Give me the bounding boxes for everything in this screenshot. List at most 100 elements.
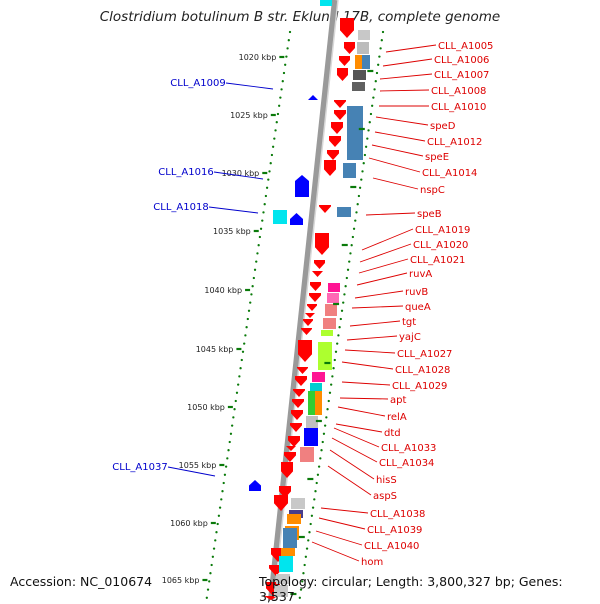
label-leader: [346, 335, 398, 341]
reverse-gene-arrow: [319, 205, 331, 213]
tick-dot: [378, 55, 381, 58]
reverse-gene-arrow: [309, 293, 321, 302]
reverse-gene-label: speD: [430, 121, 456, 132]
tick-dot: [336, 342, 339, 345]
tick-dot: [349, 252, 352, 255]
tick-dot: [310, 514, 314, 517]
forward-gene-arrow: [290, 213, 303, 225]
tick-dot: [327, 399, 330, 403]
cog-block: [312, 372, 325, 382]
label-leader: [339, 397, 389, 400]
tick-dot: [262, 211, 265, 214]
cog-block: [291, 498, 305, 509]
forward-gene-arrow: [249, 480, 261, 491]
tick-dot: [230, 424, 234, 427]
reverse-gene-arrow: [305, 313, 315, 318]
tick-dot: [374, 80, 377, 83]
reverse-gene-arrow: [339, 56, 350, 66]
tick-dot: [278, 104, 281, 107]
cog-block: [358, 30, 370, 40]
reverse-gene-label: CLL_A1038: [370, 509, 425, 520]
tick-dot: [244, 334, 247, 337]
tick-dot: [358, 186, 362, 189]
tick-dot: [221, 490, 224, 493]
scale-label: 1050 kbp: [187, 403, 225, 412]
tick-dot: [307, 539, 310, 542]
tick-dot: [352, 227, 356, 230]
tick-dot: [313, 498, 316, 501]
tick-dot: [381, 30, 385, 34]
cog-block: [279, 556, 293, 572]
reverse-gene-arrow: [324, 160, 336, 176]
tick-dot: [234, 399, 237, 403]
label-leader: [344, 349, 396, 354]
tick-dot: [223, 473, 227, 476]
reverse-gene-label: speB: [417, 209, 442, 220]
tick-dot: [208, 580, 211, 583]
cog-block: [287, 514, 301, 524]
tick-dot: [240, 358, 243, 362]
tick-dot: [232, 416, 235, 419]
tick-dot: [255, 260, 258, 263]
label-leader: [331, 437, 378, 463]
scale-label: 1035 kbp: [213, 227, 251, 236]
tick-dot: [224, 465, 228, 468]
label-leader: [225, 82, 274, 90]
reverse-gene-label: ruvB: [405, 287, 428, 298]
forward-gene-arrow: [308, 95, 318, 100]
label-leader: [379, 89, 430, 92]
label-leader: [361, 228, 414, 251]
label-leader: [375, 116, 429, 126]
tick-dot: [380, 39, 383, 42]
label-leader: [315, 530, 363, 546]
reverse-gene-label: CLL_A1034: [379, 458, 434, 469]
cog-block: [281, 548, 295, 556]
label-leader: [358, 258, 409, 274]
cog-block: [310, 383, 322, 391]
tick-dot: [362, 162, 365, 165]
tick-dot: [215, 531, 218, 534]
tick-dot: [279, 96, 282, 99]
scale-labels: 1020 kbp 1025 kbp 1030 kbp 1035 kbp 1040 kbp…: [162, 53, 374, 596]
map-title: Clostridium botulinum B str. Eklund 17B,…: [99, 9, 501, 25]
tick-dot: [317, 465, 321, 468]
reverse-gene-label: CLL_A1010: [431, 102, 486, 113]
reverse-gene-label: queA: [405, 302, 431, 313]
outer-tick-track: [205, 30, 292, 599]
label-leader: [213, 171, 264, 180]
cog-block: [337, 207, 351, 217]
tick-dot: [345, 276, 348, 280]
tick-dot: [274, 129, 277, 132]
tick-dot: [337, 334, 340, 337]
tick-dot: [357, 194, 361, 198]
cog-block: [276, 574, 290, 584]
reverse-gene-arrow: [286, 446, 296, 451]
tick-dot: [246, 317, 249, 321]
tick-dot: [371, 104, 374, 107]
tick-dot: [251, 285, 254, 288]
tick-dot: [271, 145, 275, 148]
tick-dot: [361, 170, 364, 173]
tick-dot: [375, 71, 379, 75]
scale-label: 1020 kbp: [239, 53, 277, 62]
forward-gene-label: CLL_A1016: [158, 167, 213, 178]
reverse-gene-arrow: [284, 452, 296, 462]
tick-dot: [209, 572, 212, 575]
tick-dot: [239, 367, 242, 370]
cog-block: [353, 70, 366, 80]
reverse-gene-label: CLL_A1005: [438, 41, 493, 52]
reverse-gene-arrow: [290, 423, 302, 432]
reverse-gene-arrow: [288, 436, 300, 447]
reverse-gene-label: CLL_A1008: [431, 86, 486, 97]
tick-dot: [340, 309, 344, 312]
reverse-gene-label: dtd: [384, 428, 401, 439]
tick-dot: [360, 178, 363, 181]
label-leader: [368, 157, 421, 173]
reverse-gene-arrow: [314, 260, 325, 269]
reverse-gene-label: apt: [390, 395, 406, 406]
reverse-strand-arrows: [264, 18, 355, 600]
tick-dot: [301, 580, 304, 583]
tick-dot: [229, 432, 233, 435]
tick-dot: [309, 522, 312, 526]
forward-strand-genes: [249, 0, 332, 491]
